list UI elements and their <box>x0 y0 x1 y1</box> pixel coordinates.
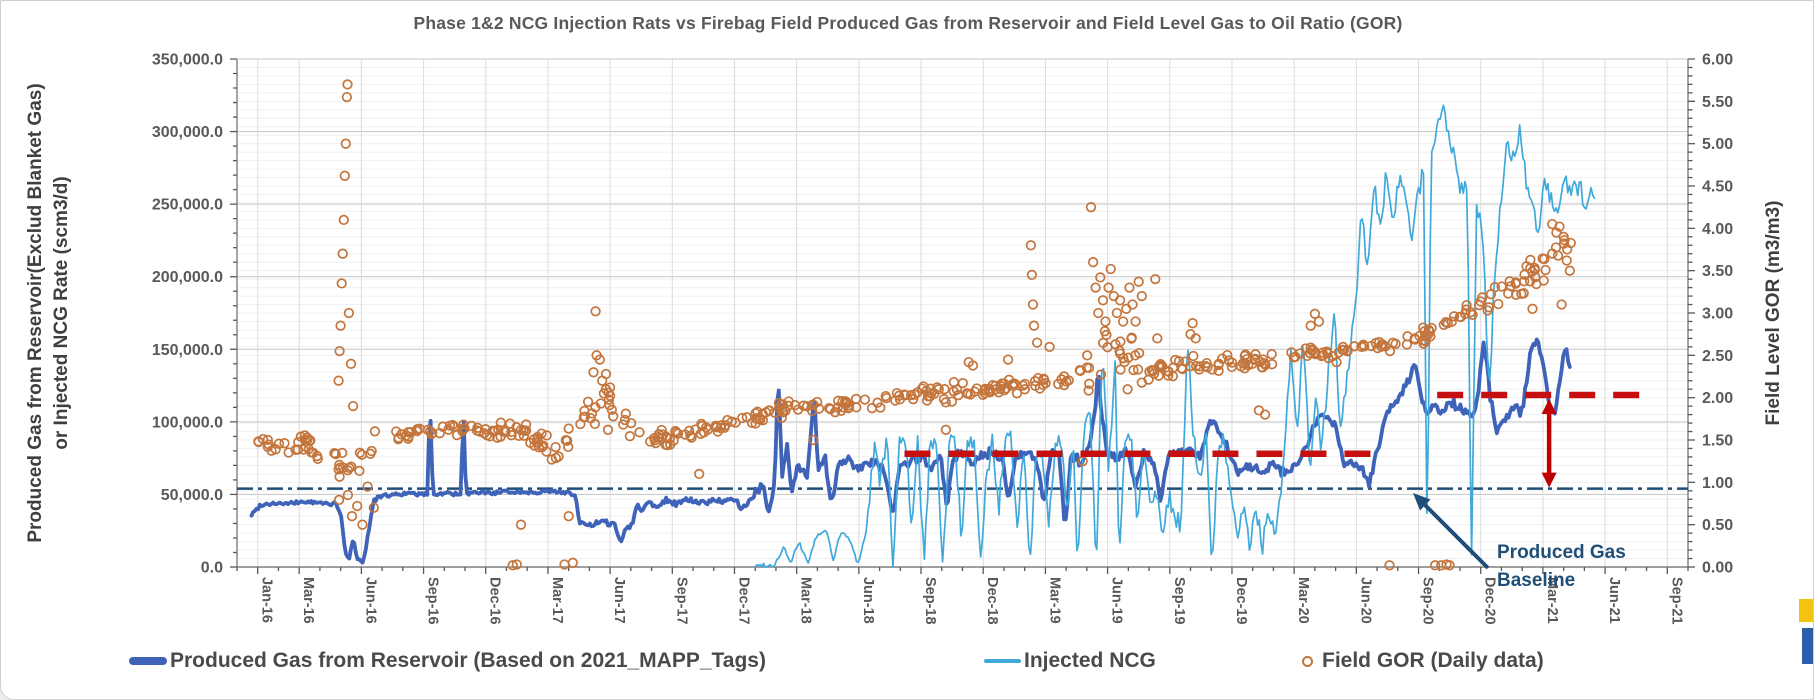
legend-label-produced-gas: Produced Gas from Reservoir (Based on 20… <box>170 649 766 672</box>
legend-item-produced-gas[interactable]: Produced Gas from Reservoir (Based on 20… <box>129 644 766 678</box>
svg-text:1.00: 1.00 <box>1702 475 1733 492</box>
svg-text:2.00: 2.00 <box>1702 390 1733 407</box>
svg-text:Jun-21: Jun-21 <box>1606 577 1622 624</box>
svg-text:Mar-17: Mar-17 <box>549 577 565 624</box>
svg-text:Mar-16: Mar-16 <box>300 577 316 624</box>
svg-text:Dec-17: Dec-17 <box>735 577 751 625</box>
injected-ncg-series-line <box>754 104 1596 568</box>
baseline-annotation-arrow-icon <box>1413 493 1490 570</box>
svg-text:150,000.0: 150,000.0 <box>152 342 223 359</box>
svg-text:Mar-21: Mar-21 <box>1544 577 1560 624</box>
svg-text:200,000.0: 200,000.0 <box>152 269 223 286</box>
svg-text:0.00: 0.00 <box>1702 560 1733 577</box>
svg-text:2.50: 2.50 <box>1702 348 1733 365</box>
svg-text:Jun-18: Jun-18 <box>860 577 876 624</box>
svg-text:50,000.0: 50,000.0 <box>161 487 223 504</box>
svg-text:Sep-18: Sep-18 <box>922 577 938 625</box>
gridlines-minor <box>237 58 1688 568</box>
svg-text:Produced Gas from Reservoir(Ex: Produced Gas from Reservoir(Exclud Blank… <box>25 83 46 542</box>
svg-text:0.50: 0.50 <box>1702 517 1733 534</box>
svg-text:300,000.0: 300,000.0 <box>152 124 223 141</box>
svg-text:Dec-18: Dec-18 <box>984 577 1000 625</box>
svg-text:Jun-17: Jun-17 <box>611 577 627 624</box>
svg-text:0.0: 0.0 <box>201 560 223 577</box>
svg-text:5.00: 5.00 <box>1702 136 1733 153</box>
svg-text:Jan-16: Jan-16 <box>259 577 275 623</box>
legend-label-field-gor: Field GOR (Daily data) <box>1322 649 1544 672</box>
baseline-annotation: Produced Gas Baseline <box>1497 539 1626 595</box>
svg-text:1.50: 1.50 <box>1702 433 1733 450</box>
svg-text:Dec-19: Dec-19 <box>1233 577 1249 625</box>
legend-label-injected-ncg: Injected NCG <box>1024 649 1156 672</box>
legend-item-field-gor[interactable]: Field GOR (Daily data) <box>1296 644 1544 678</box>
svg-text:3.00: 3.00 <box>1702 306 1733 323</box>
chart-title: Phase 1&2 NCG Injection Rats vs Firebag … <box>413 13 1403 33</box>
chart-legend: Produced Gas from Reservoir (Based on 20… <box>1 644 1813 678</box>
baseline-annotation-line2: Baseline <box>1497 570 1576 591</box>
svg-text:Sep-20: Sep-20 <box>1420 577 1436 625</box>
svg-text:350,000.0: 350,000.0 <box>152 52 223 69</box>
svg-text:100,000.0: 100,000.0 <box>152 414 223 431</box>
svg-text:Sep-21: Sep-21 <box>1668 577 1684 625</box>
svg-text:4.50: 4.50 <box>1702 179 1733 196</box>
svg-text:Field Level GOR (m3/m3): Field Level GOR (m3/m3) <box>1763 201 1784 426</box>
svg-text:Mar-20: Mar-20 <box>1295 577 1311 624</box>
logo-fragment-yellow <box>1799 599 1813 622</box>
svg-text:Jun-19: Jun-19 <box>1109 577 1125 624</box>
svg-text:3.50: 3.50 <box>1702 263 1733 280</box>
svg-text:5.50: 5.50 <box>1702 94 1733 111</box>
field-gor-scatter <box>253 79 1576 571</box>
svg-text:4.00: 4.00 <box>1702 221 1733 238</box>
svg-text:6.00: 6.00 <box>1702 52 1733 69</box>
axis-titles: Produced Gas from Reservoir(Exclud Blank… <box>25 83 1784 542</box>
legend-item-injected-ncg[interactable]: Injected NCG <box>984 644 1156 678</box>
svg-text:Sep-19: Sep-19 <box>1171 577 1187 625</box>
gridlines-vertical <box>257 59 1668 567</box>
svg-text:Jun-16: Jun-16 <box>362 577 378 624</box>
svg-text:Sep-16: Sep-16 <box>425 577 441 625</box>
svg-text:or Injected NCG Rate (scm3/d): or Injected NCG Rate (scm3/d) <box>51 176 72 449</box>
svg-text:Jun-20: Jun-20 <box>1357 577 1373 624</box>
svg-text:250,000.0: 250,000.0 <box>152 197 223 214</box>
field-gor-marker-icon <box>1302 655 1313 667</box>
produced-gas-line-icon <box>129 657 167 665</box>
svg-text:Dec-16: Dec-16 <box>487 577 503 625</box>
baseline-annotation-line1: Produced Gas <box>1497 542 1626 563</box>
produced-gas-series-line <box>249 337 1572 565</box>
svg-text:Mar-18: Mar-18 <box>798 577 814 624</box>
tick-labels: 350,000.0 300,000.0 250,000.0 200,000.0 150,… <box>152 52 1733 625</box>
gap-double-arrow-icon <box>1541 399 1557 488</box>
injected-ncg-line-icon <box>984 659 1021 663</box>
svg-text:Dec-20: Dec-20 <box>1482 577 1498 625</box>
logo-fragment-blue <box>1802 628 1813 664</box>
svg-text:Sep-17: Sep-17 <box>673 577 689 625</box>
svg-text:Mar-19: Mar-19 <box>1046 577 1062 624</box>
